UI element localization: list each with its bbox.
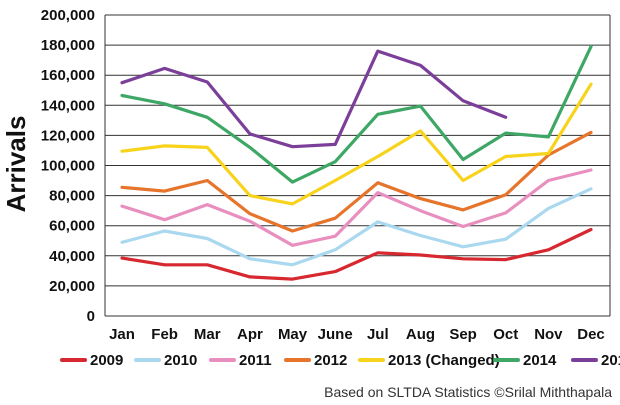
legend-label: 2013 (Changed)	[388, 352, 500, 369]
series-line-2011	[120, 168, 593, 247]
legend-label: 2014	[523, 352, 557, 369]
y-tick-label: 80,000	[49, 188, 95, 205]
y-tick-label: 160,000	[41, 67, 95, 84]
x-tick-label: June	[318, 326, 353, 343]
x-axis-ticks: Jan Feb Mar Apr May June Jul Aug Sep Oct Nov Dec	[109, 326, 605, 343]
y-axis-ticks: 0 20,000 40,000 60,000 80,000 100,000 120,000 1…	[41, 7, 95, 325]
y-tick-label: 200,000	[41, 7, 95, 24]
legend-label: 2009	[90, 352, 123, 369]
legend-label: 2010	[164, 352, 197, 369]
series-line-2012	[120, 130, 593, 233]
y-tick-label: 0	[87, 308, 95, 325]
y-tick-label: 120,000	[41, 127, 95, 144]
legend-label: 2012	[314, 352, 347, 369]
x-tick-label: Aug	[406, 326, 435, 343]
legend-label: 2015	[601, 352, 620, 369]
x-tick-label: Jul	[367, 326, 389, 343]
series-lines	[120, 45, 593, 281]
x-tick-label: Feb	[151, 326, 178, 343]
series-line-2014	[120, 45, 593, 184]
legend: 2009 2010 2011 2012 2013 (Changed) 2014 2015	[60, 352, 620, 369]
x-tick-label: May	[278, 326, 308, 343]
y-tick-label: 60,000	[49, 218, 95, 235]
y-tick-label: 100,000	[41, 158, 95, 175]
y-axis-label: Arrivals	[1, 116, 31, 213]
x-tick-label: Mar	[194, 326, 221, 343]
series-line-2013	[120, 82, 593, 206]
x-tick-label: Apr	[237, 326, 263, 343]
y-tick-label: 20,000	[49, 278, 95, 295]
x-tick-label: Oct	[493, 326, 518, 343]
source-credit: Based on SLTDA Statistics ©Srilal Mithth…	[324, 384, 612, 400]
x-tick-label: Sep	[449, 326, 477, 343]
y-tick-label: 40,000	[49, 248, 95, 265]
y-tick-label: 140,000	[41, 97, 95, 114]
series-line-2015	[120, 49, 508, 149]
grid-lines	[104, 14, 611, 317]
x-tick-label: Nov	[534, 326, 563, 343]
y-tick-label: 180,000	[41, 37, 95, 54]
legend-label: 2011	[239, 352, 272, 369]
x-tick-label: Jan	[109, 326, 135, 343]
x-tick-label: Dec	[577, 326, 605, 343]
series-line-2009	[120, 227, 593, 281]
series-line-2010	[120, 187, 593, 267]
